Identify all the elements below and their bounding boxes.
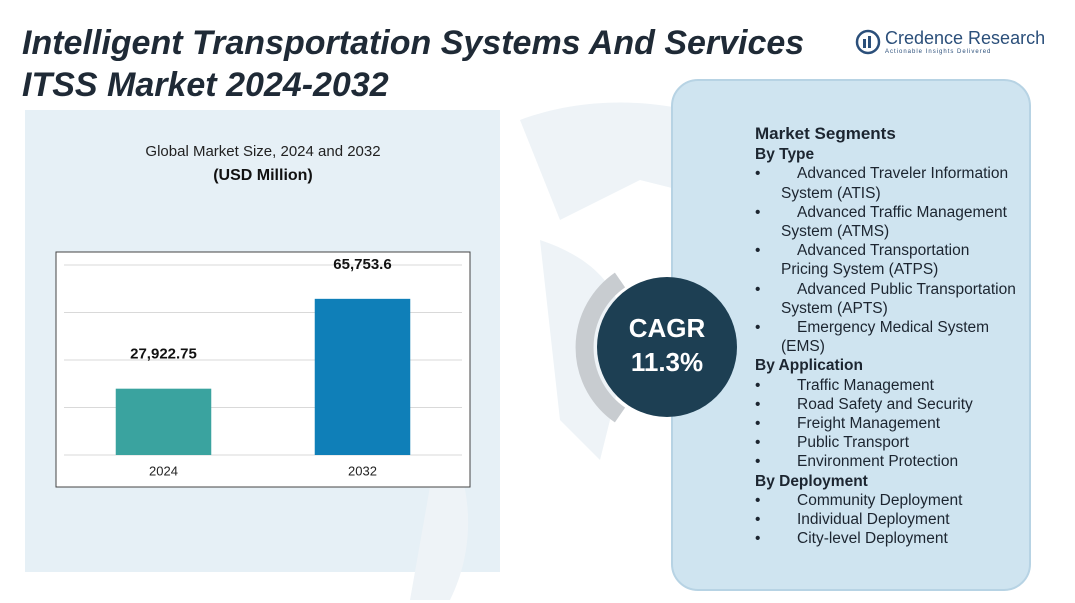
cagr-label: CAGR [629, 313, 706, 343]
segment-item: Individual Deployment [755, 510, 1020, 529]
segment-item: City-level Deployment [755, 529, 1020, 548]
title-line: Intelligent Transportation Systems And S… [22, 24, 805, 62]
segment-item: Advanced Traffic Management System (ATMS… [755, 203, 1020, 241]
logo-icon [855, 29, 881, 54]
data-label: 65,753.6 [333, 256, 391, 273]
segment-item: Public Transport [755, 433, 1020, 452]
title: Intelligent Transportation Systems And S… [22, 22, 804, 106]
data-label: 27,922.75 [130, 346, 197, 363]
segment-item: Advanced Public Transportation System (A… [755, 280, 1020, 318]
logo: Credence Research Actionable Insights De… [855, 28, 1045, 55]
bar [314, 298, 411, 455]
x-tick-label: 2032 [348, 463, 377, 478]
segments-heading: Market Segments [755, 124, 896, 143]
segment-item: Advanced Traveler Information System (AT… [755, 164, 1020, 202]
segment-item: Traffic Management [755, 376, 1020, 395]
segment-list: Community DeploymentIndividual Deploymen… [755, 491, 1020, 549]
chart-title: Global Market Size, 2024 and 2032 [145, 143, 380, 160]
title-line: ITSS Market 2024-2032 [22, 66, 389, 104]
segment-group: By Application [755, 357, 863, 375]
segment-item: Advanced Transportation Pricing System (… [755, 241, 1020, 279]
bar [115, 388, 212, 455]
logo-name: Credence Research [885, 28, 1046, 48]
logo-tagline: Actionable Insights Delivered [885, 49, 992, 55]
segments: Market Segments By TypeAdvanced Traveler… [755, 124, 1020, 549]
cagr-circle [597, 277, 737, 417]
segment-list: Advanced Traveler Information System (AT… [755, 164, 1020, 356]
segment-item: Road Safety and Security [755, 395, 1020, 414]
segment-item: Emergency Medical System (EMS) [755, 318, 1020, 356]
chart-subtitle: (USD Million) [213, 167, 313, 184]
cagr-value: 11.3% [631, 347, 703, 377]
segment-group: By Type [755, 146, 815, 164]
segment-group: By Deployment [755, 472, 868, 490]
x-tick-label: 2024 [149, 463, 178, 478]
segment-item: Freight Management [755, 414, 1020, 433]
segment-item: Community Deployment [755, 491, 1020, 510]
segment-item: Environment Protection [755, 452, 1020, 471]
cagr-ring [575, 272, 626, 423]
segment-list: Traffic ManagementRoad Safety and Securi… [755, 376, 1020, 472]
